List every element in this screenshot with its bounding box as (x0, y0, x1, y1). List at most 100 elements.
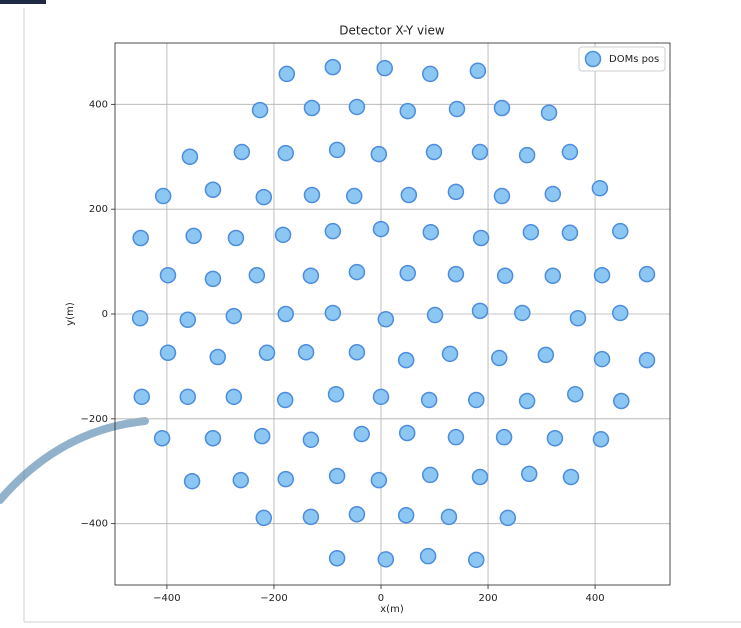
point (448, 184, 463, 199)
point (304, 188, 319, 203)
point (492, 351, 507, 366)
point (494, 189, 509, 204)
point (182, 149, 197, 164)
point (325, 60, 340, 75)
point (349, 507, 364, 522)
y-tick-label: 400 (89, 99, 108, 110)
point (498, 268, 513, 283)
point (515, 305, 530, 320)
point (276, 227, 291, 242)
y-tick-label: 200 (89, 204, 108, 215)
legend-marker (586, 52, 601, 67)
point (520, 394, 535, 409)
point (226, 309, 241, 324)
point (205, 431, 220, 446)
point (441, 509, 456, 524)
point (329, 387, 344, 402)
point (279, 66, 294, 81)
point (497, 430, 512, 445)
x-tick-label: 200 (478, 593, 497, 604)
point (347, 189, 362, 204)
y-tick-label: 0 (102, 309, 108, 320)
point (545, 186, 560, 201)
point (371, 473, 386, 488)
point (234, 145, 249, 160)
point (228, 230, 243, 245)
point (299, 345, 314, 360)
point (278, 392, 293, 407)
point (547, 431, 562, 446)
point (373, 389, 388, 404)
point (349, 265, 364, 280)
point (133, 311, 148, 326)
point (400, 266, 415, 281)
point (253, 103, 268, 118)
point (400, 104, 415, 119)
point (304, 100, 319, 115)
point (421, 549, 436, 564)
point (373, 222, 388, 237)
point (256, 510, 271, 525)
point (401, 188, 416, 203)
point (542, 105, 557, 120)
point (469, 392, 484, 407)
point (423, 225, 438, 240)
point (562, 225, 577, 240)
point (613, 305, 628, 320)
point (378, 552, 393, 567)
point (180, 389, 195, 404)
point (185, 474, 200, 489)
point (613, 224, 628, 239)
point (325, 305, 340, 320)
point (133, 230, 148, 245)
point (330, 468, 345, 483)
point (325, 224, 340, 239)
point (226, 389, 241, 404)
point (443, 346, 458, 361)
point (538, 347, 553, 362)
point (205, 182, 220, 197)
point (249, 268, 264, 283)
point (371, 147, 386, 162)
point (233, 473, 248, 488)
point (474, 230, 489, 245)
point (399, 508, 414, 523)
point (523, 225, 538, 240)
point (160, 268, 175, 283)
point (349, 99, 364, 114)
point (500, 510, 515, 525)
point (520, 148, 535, 163)
point (377, 61, 392, 76)
point (422, 392, 437, 407)
point (469, 552, 484, 567)
point (134, 389, 149, 404)
point (449, 102, 464, 117)
point (278, 146, 293, 161)
point (400, 425, 415, 440)
point (428, 308, 443, 323)
point (473, 145, 488, 160)
point (563, 470, 578, 485)
point (426, 145, 441, 160)
chart-title: Detector X-Y view (339, 24, 445, 38)
y-tick-label: −200 (81, 414, 108, 425)
point (570, 311, 585, 326)
point (639, 267, 654, 282)
point (378, 312, 393, 327)
point (330, 142, 345, 157)
point (470, 63, 485, 78)
x-tick-label: 400 (586, 593, 605, 604)
point (156, 189, 171, 204)
y-axis-label: y(m) (65, 302, 76, 326)
point (473, 470, 488, 485)
point (205, 271, 220, 286)
point (448, 267, 463, 282)
point (399, 353, 414, 368)
legend-label: DOMs pos (609, 54, 659, 65)
point (278, 307, 293, 322)
point (210, 349, 225, 364)
point (155, 431, 170, 446)
point (160, 345, 175, 360)
x-tick-label: 0 (378, 593, 384, 604)
point (568, 387, 583, 402)
